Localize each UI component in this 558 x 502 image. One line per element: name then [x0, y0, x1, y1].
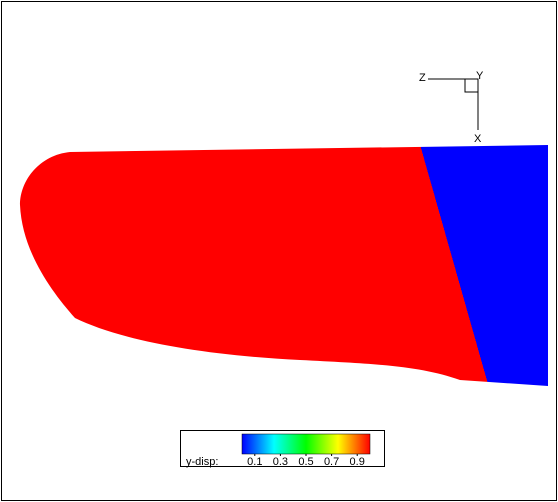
viewport: Z Y X y-disp: 0.1 0.3 0.5 0.7 0.9 — [0, 0, 558, 502]
colorbar-tick-label: 0.5 — [298, 456, 313, 468]
legend: y-disp: 0.1 0.3 0.5 0.7 0.9 — [181, 431, 385, 468]
colorbar-tick-label: 0.7 — [324, 456, 339, 468]
colorbar — [242, 434, 370, 454]
colorbar-tick-label: 0.9 — [350, 456, 365, 468]
axis-label: X — [474, 133, 482, 145]
axis-label: Z — [419, 72, 426, 84]
colorbar-tick-label: 0.3 — [273, 456, 288, 468]
colorbar-label: y-disp: — [186, 456, 218, 468]
colorbar-tick-label: 0.1 — [247, 456, 262, 468]
axis-label: Y — [476, 70, 484, 82]
